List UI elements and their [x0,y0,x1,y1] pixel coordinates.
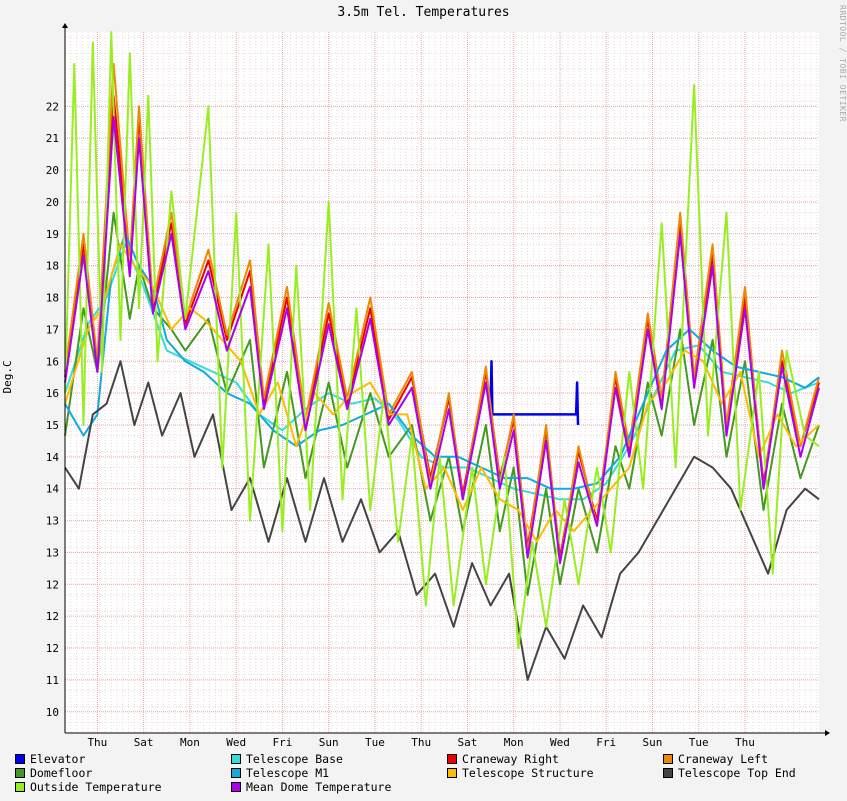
legend-item: Craneway Left [663,752,768,766]
legend-swatch [663,768,673,778]
y-tick-label: 12 [46,642,59,655]
y-tick-label: 18 [46,292,59,305]
series-line-telescope-base [64,243,820,501]
x-tick-label: Sun [319,736,339,749]
x-tick-label: Mon [180,736,200,749]
x-tick-label: Thu [735,736,755,749]
x-tick-label: Fri [596,736,616,749]
series-line-elevator [489,360,580,426]
legend-label: Elevator [30,752,86,766]
x-tick-label: Thu [87,736,107,749]
rrdtool-credit: RRDTOOL / TOBI OETIKER [838,5,847,122]
axis-layer: 10 11 12 12 12 13 13 14 14 15 16 16 17 18 18 19 20 20 21 22… [46,23,830,749]
y-tick-label: 19 [46,228,59,241]
legend-swatch [663,754,673,764]
legend-label: Mean Dome Temperature [246,780,392,794]
legend-label: Craneway Left [678,752,769,766]
legend-swatch [15,768,25,778]
y-tick-label: 11 [46,674,59,687]
chart-title: 3.5m Tel. Temperatures [337,5,510,20]
x-tick-label: Tue [365,736,385,749]
series-line-mean-dome-temperature [64,116,820,565]
legend-label: Telescope Base [246,752,343,766]
y-tick-label: 14 [46,483,60,496]
y-tick-label: 21 [46,132,59,145]
legend-item: Telescope Structure [447,766,594,780]
y-tick-label: 16 [46,355,59,368]
x-tick-label: Sat [134,736,154,749]
legend-item: Elevator [15,752,85,766]
y-tick-label: 12 [46,578,59,591]
legend-label: Telescope Structure [462,766,594,780]
legend-swatch [231,782,241,792]
series-line-craneway-left [64,62,820,565]
legend-label: Telescope Top End [678,766,796,780]
legend-item: Craneway Right [447,752,559,766]
series-line-outside-temperature [64,31,820,649]
x-tick-label: Sat [458,736,478,749]
legend-item: Telescope Base [231,752,343,766]
legend-swatch [15,754,25,764]
x-tick-label: Wed [550,736,570,749]
x-tick-label: Fri [272,736,292,749]
legend-label: Domefloor [30,766,93,780]
legend-item: Telescope Top End [663,766,796,780]
legend-swatch [15,782,25,792]
y-tick-label: 17 [46,323,59,336]
legend-item: Telescope M1 [231,766,329,780]
legend-item: Domefloor [15,766,92,780]
y-tick-label: 15 [46,419,59,432]
y-tick-label: 13 [46,515,59,528]
x-tick-label: Thu [411,736,431,749]
y-tick-label: 13 [46,546,59,559]
series-line-telescope-top-end [64,360,820,681]
legend-swatch [231,768,241,778]
legend-item: Outside Temperature [15,780,162,794]
x-tick-label: Wed [226,736,246,749]
y-tick-label: 12 [46,610,59,623]
legend-label: Outside Temperature [30,780,162,794]
legend-swatch [231,754,241,764]
legend-swatch [447,754,457,764]
y-tick-label: 20 [46,196,59,209]
legend-label: Craneway Right [462,752,559,766]
y-tick-label: 20 [46,164,59,177]
series-layer [64,31,820,681]
y-tick-label: 22 [46,100,59,113]
x-tick-label: Tue [689,736,709,749]
x-axis-arrow [825,730,830,736]
legend-swatch [447,768,457,778]
legend-label: Telescope M1 [246,766,330,780]
legend-item: Mean Dome Temperature [231,780,391,794]
y-axis-arrow [62,23,68,28]
y-tick-label: 14 [46,451,60,464]
y-tick-label: 16 [46,387,59,400]
y-tick-label: 18 [46,260,59,273]
y-tick-label: 10 [46,706,59,719]
x-tick-label: Mon [504,736,524,749]
x-tick-label: Sun [643,736,663,749]
